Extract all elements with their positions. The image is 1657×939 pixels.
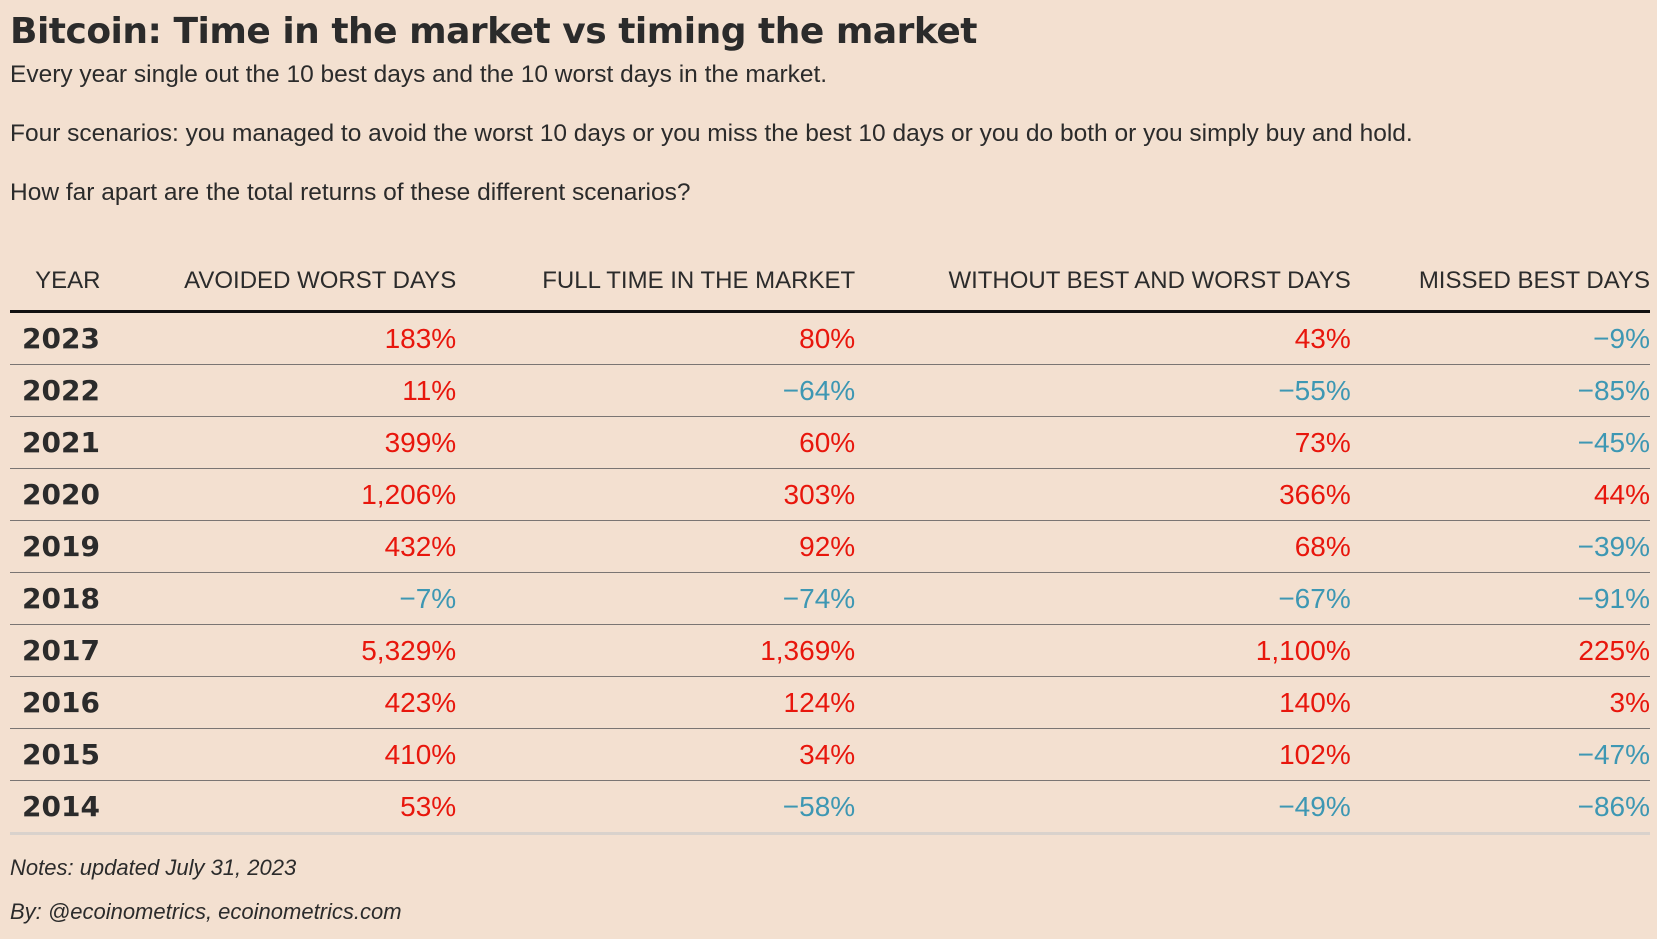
avoided-worst-days-cell: 53% (125, 780, 457, 835)
table-row: 2017 5,329% 1,369% 1,100% 225% (10, 624, 1650, 677)
missed-best-days-cell: −91% (1350, 572, 1650, 625)
table-row: 2014 53% −58% −49% −86% (10, 780, 1650, 835)
avoided-worst-days-cell: 423% (125, 676, 457, 729)
full-time-in-market-cell: −58% (456, 780, 856, 835)
avoided-worst-days-cell: 5,329% (125, 624, 457, 677)
full-time-in-market-cell: 80% (456, 311, 856, 365)
missed-best-days-cell: −47% (1350, 728, 1650, 781)
missed-best-days-cell: −45% (1350, 416, 1650, 469)
missed-best-days-cell: −86% (1350, 780, 1650, 835)
avoided-worst-days-cell: 399% (125, 416, 457, 469)
without-best-and-worst-cell: 73% (855, 416, 1351, 469)
table-row: 2016 423% 124% 140% 3% (10, 676, 1650, 729)
avoided-worst-days-cell: 183% (125, 311, 457, 365)
missed-best-days-cell: 3% (1350, 676, 1650, 729)
table-header-row: YEAR AVOIDED WORST DAYS FULL TIME IN THE… (10, 253, 1650, 313)
missed-best-days-cell: 44% (1350, 468, 1650, 521)
year-cell: 2014 (10, 780, 126, 835)
column-header-avoided-worst-days: AVOIDED WORST DAYS (125, 253, 457, 313)
column-header-missed-best-days: MISSED BEST DAYS (1350, 253, 1650, 313)
full-time-in-market-cell: 124% (456, 676, 856, 729)
full-time-in-market-cell: −74% (456, 572, 856, 625)
subtitle-line-2: Four scenarios: you managed to avoid the… (10, 120, 1413, 147)
full-time-in-market-cell: 34% (456, 728, 856, 781)
table-row: 2021 399% 60% 73% −45% (10, 416, 1650, 469)
returns-table: YEAR AVOIDED WORST DAYS FULL TIME IN THE… (10, 253, 1650, 835)
without-best-and-worst-cell: −55% (855, 364, 1351, 417)
year-cell: 2020 (10, 468, 126, 521)
year-cell: 2019 (10, 520, 126, 573)
avoided-worst-days-cell: 432% (125, 520, 457, 573)
missed-best-days-cell: −39% (1350, 520, 1650, 573)
chart-title: Bitcoin: Time in the market vs timing th… (10, 11, 978, 52)
column-header-without-best-and-worst: WITHOUT BEST AND WORST DAYS (855, 253, 1351, 313)
without-best-and-worst-cell: 140% (855, 676, 1351, 729)
avoided-worst-days-cell: 11% (125, 364, 457, 417)
avoided-worst-days-cell: 1,206% (125, 468, 457, 521)
table-row: 2019 432% 92% 68% −39% (10, 520, 1650, 573)
column-header-year: YEAR (10, 253, 126, 313)
without-best-and-worst-cell: −67% (855, 572, 1351, 625)
chart-container: Bitcoin: Time in the market vs timing th… (10, 0, 1650, 208)
without-best-and-worst-cell: 366% (855, 468, 1351, 521)
missed-best-days-cell: −9% (1350, 311, 1650, 365)
footer-notes: Notes: updated July 31, 2023 (10, 855, 297, 880)
table-row: 2022 11% −64% −55% −85% (10, 364, 1650, 417)
table-row: 2018 −7% −74% −67% −91% (10, 572, 1650, 625)
without-best-and-worst-cell: 43% (855, 311, 1351, 365)
avoided-worst-days-cell: 410% (125, 728, 457, 781)
missed-best-days-cell: 225% (1350, 624, 1650, 677)
full-time-in-market-cell: −64% (456, 364, 856, 417)
table-row: 2023 183% 80% 43% −9% (10, 311, 1650, 365)
year-cell: 2023 (10, 311, 126, 365)
table-body: 2023 183% 80% 43% −9% 2022 11% −64% −55% −85% 2021… (10, 311, 1650, 835)
without-best-and-worst-cell: −49% (855, 780, 1351, 835)
full-time-in-market-cell: 60% (456, 416, 856, 469)
missed-best-days-cell: −85% (1350, 364, 1650, 417)
avoided-worst-days-cell: −7% (125, 572, 457, 625)
chart-subtitle: Every year single out the 10 best days a… (10, 60, 1650, 208)
without-best-and-worst-cell: 1,100% (855, 624, 1351, 677)
year-cell: 2016 (10, 676, 126, 729)
full-time-in-market-cell: 92% (456, 520, 856, 573)
year-cell: 2018 (10, 572, 126, 625)
full-time-in-market-cell: 1,369% (456, 624, 856, 677)
subtitle-line-1: Every year single out the 10 best days a… (10, 61, 828, 88)
subtitle-line-3: How far apart are the total returns of t… (10, 179, 691, 206)
without-best-and-worst-cell: 68% (855, 520, 1351, 573)
year-cell: 2022 (10, 364, 126, 417)
year-cell: 2015 (10, 728, 126, 781)
table-row: 2015 410% 34% 102% −47% (10, 728, 1650, 781)
full-time-in-market-cell: 303% (456, 468, 856, 521)
footer-byline: By: @ecoinometrics, ecoinometrics.com (10, 899, 402, 924)
table-row: 2020 1,206% 303% 366% 44% (10, 468, 1650, 521)
year-cell: 2017 (10, 624, 126, 677)
year-cell: 2021 (10, 416, 126, 469)
column-header-full-time-in-market: FULL TIME IN THE MARKET (456, 253, 856, 313)
without-best-and-worst-cell: 102% (855, 728, 1351, 781)
